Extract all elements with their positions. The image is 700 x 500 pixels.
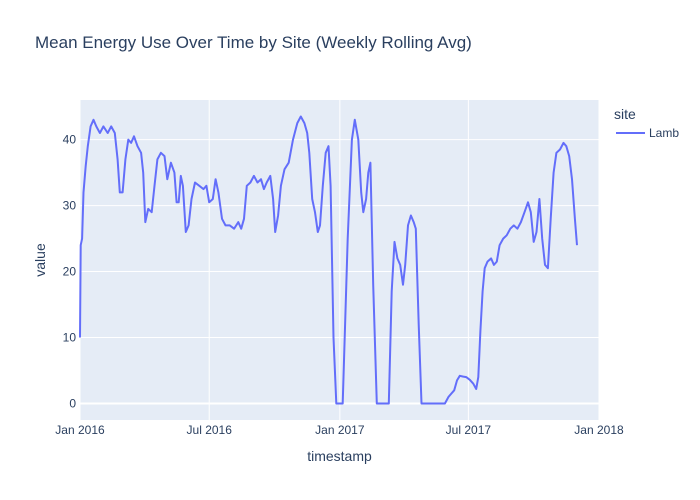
x-tick-label: Jan 2017 <box>315 423 365 437</box>
x-tick-label: Jul 2017 <box>446 423 492 437</box>
y-axis: 0 10 20 30 40 <box>63 133 77 411</box>
series-layer <box>79 115 578 405</box>
legend[interactable]: site Lamb <box>614 106 679 140</box>
x-tick-label: Jan 2016 <box>55 423 105 437</box>
legend-label-lamb[interactable]: Lamb <box>649 126 679 140</box>
y-tick-label: 10 <box>63 331 77 345</box>
chart-title: Mean Energy Use Over Time by Site (Weekl… <box>35 33 472 52</box>
y-tick-label: 0 <box>69 397 76 411</box>
y-axis-title: value <box>32 243 48 277</box>
y-tick-label: 30 <box>63 199 77 213</box>
x-tick-label: Jul 2016 <box>187 423 233 437</box>
x-axis-title: timestamp <box>307 448 372 464</box>
series-line-lamb[interactable] <box>79 115 578 405</box>
x-axis: Jan 2016 Jul 2016 Jan 2017 Jul 2017 Jan 2018 <box>55 423 624 437</box>
x-tick-label: Jan 2018 <box>574 423 624 437</box>
y-tick-label: 40 <box>63 133 77 147</box>
y-tick-label: 20 <box>63 265 77 279</box>
legend-title: site <box>614 106 636 122</box>
